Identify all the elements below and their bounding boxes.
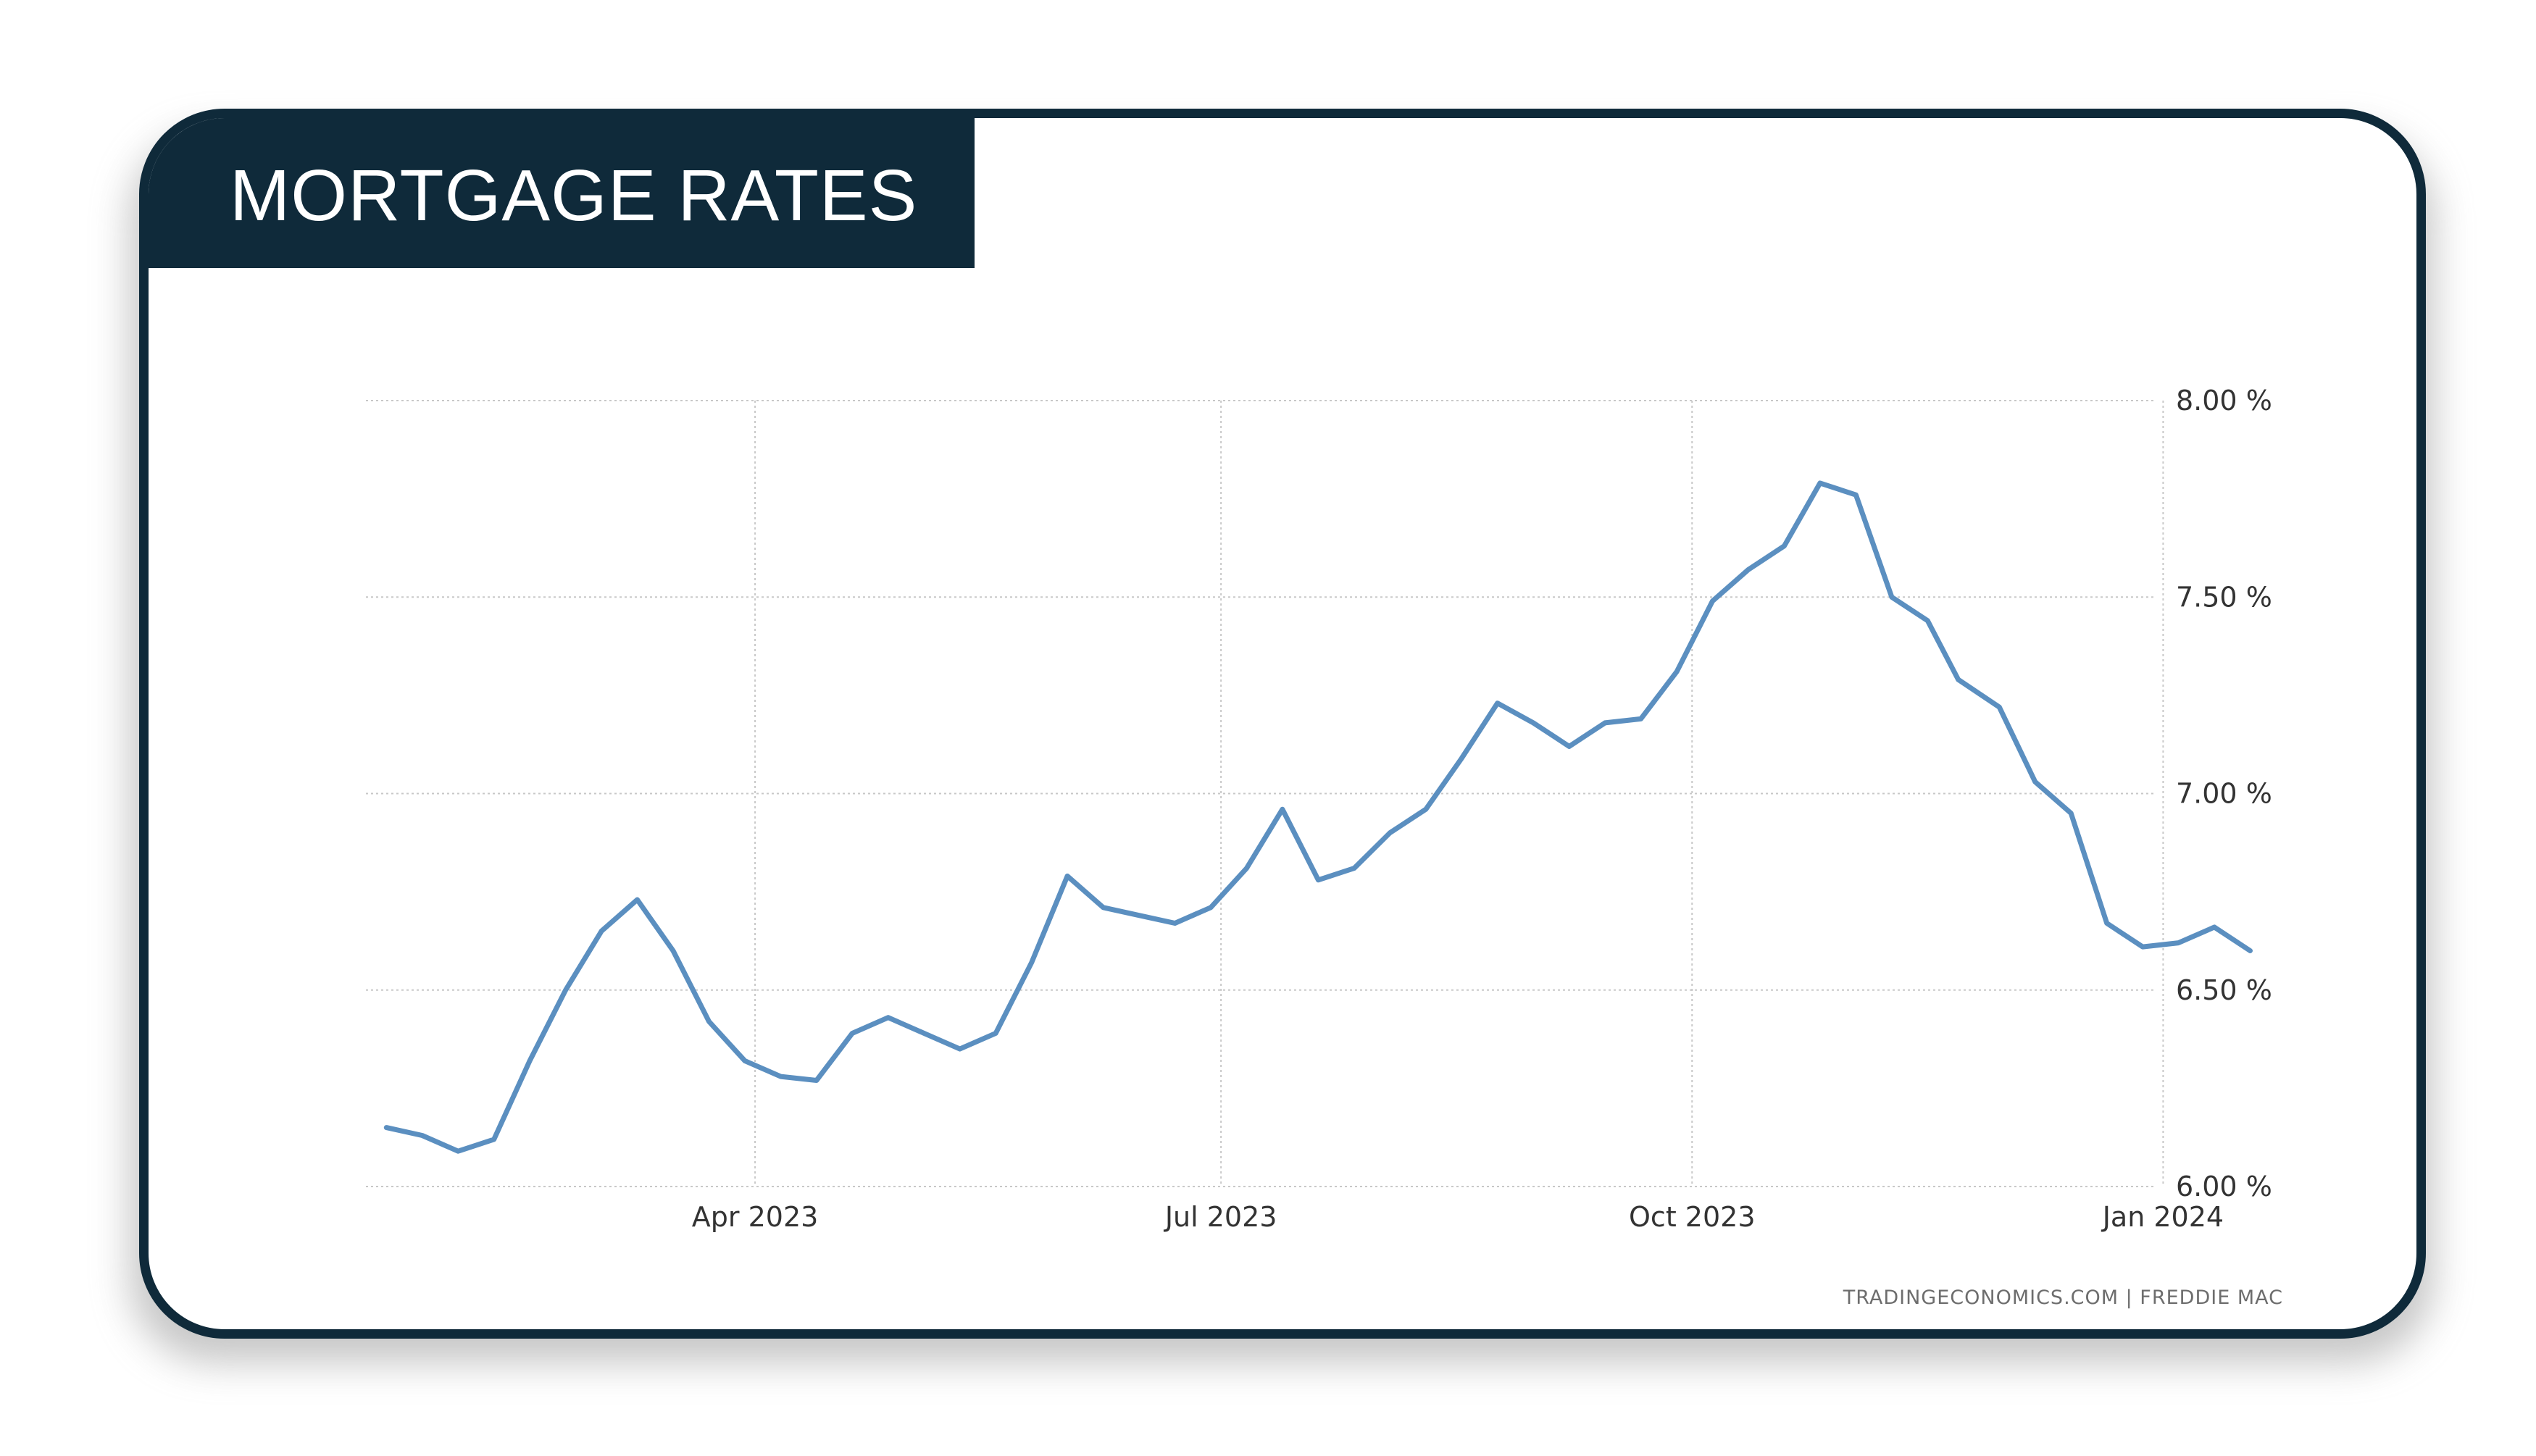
line-chart: 8.00 % 7.50 % 7.00 % 6.50 % 6.00 % Apr 2023 J… <box>366 385 2283 1309</box>
data-point <box>743 1059 746 1063</box>
chart-card: MORTGAGE RATES 8.00 % 7.50 % 7.00 % 6.50 % 6… <box>139 109 2426 1339</box>
data-point <box>1818 481 1822 485</box>
data-point <box>1496 701 1499 705</box>
source-attribution: TRADINGECONOMICS.COM | FREDDIE MAC <box>1843 1286 2283 1309</box>
data-point <box>635 898 639 901</box>
data-point <box>1711 599 1714 603</box>
x-tick-label: Oct 2023 <box>1629 1201 1756 1233</box>
data-point <box>1675 670 1679 674</box>
data-point <box>672 949 675 953</box>
data-point <box>1532 721 1535 724</box>
data-point <box>1926 619 1930 622</box>
data-point <box>1998 706 2001 709</box>
data-point <box>492 1137 496 1141</box>
data-point <box>456 1150 460 1153</box>
data-point <box>2141 945 2145 949</box>
data-point <box>1209 905 1212 909</box>
data-point <box>2177 941 2180 945</box>
data-point <box>564 988 567 992</box>
data-point <box>1639 717 1643 721</box>
data-point <box>994 1032 998 1035</box>
x-tick-label: Jan 2024 <box>2101 1201 2224 1233</box>
grid-layer <box>366 400 2164 1187</box>
data-point <box>1030 961 1033 964</box>
data-point <box>2248 949 2252 953</box>
data-point <box>1388 831 1392 834</box>
y-axis: 8.00 % 7.50 % 7.00 % 6.50 % 6.00 % <box>2176 385 2272 1202</box>
data-point <box>2105 921 2109 925</box>
data-point <box>1747 568 1750 572</box>
data-point <box>1854 493 1858 497</box>
data-point <box>1603 721 1607 724</box>
y-tick-label: 7.50 % <box>2176 581 2272 613</box>
data-point <box>1782 544 1786 548</box>
data-point <box>1138 913 1141 917</box>
data-point <box>1245 866 1248 870</box>
data-point <box>1066 874 1069 878</box>
data-point <box>886 1016 890 1019</box>
data-point <box>1280 808 1284 811</box>
data-point <box>528 1059 532 1063</box>
data-point <box>707 1020 711 1024</box>
data-point <box>2213 925 2216 929</box>
data-point <box>2069 811 2073 815</box>
y-tick-label: 6.00 % <box>2176 1171 2272 1202</box>
x-tick-label: Apr 2023 <box>692 1201 819 1233</box>
data-point <box>1352 866 1356 870</box>
data-point <box>1173 921 1177 925</box>
x-axis: Apr 2023 Jul 2023 Oct 2023 Jan 2024 <box>692 1201 2224 1233</box>
y-tick-label: 8.00 % <box>2176 385 2272 417</box>
data-point <box>958 1047 962 1051</box>
data-point <box>1317 878 1320 882</box>
data-point <box>814 1079 818 1082</box>
data-point <box>851 1032 854 1035</box>
series-layer <box>383 480 2253 1154</box>
page-title: MORTGAGE RATES <box>230 155 918 236</box>
data-point <box>1424 808 1427 811</box>
data-point <box>1956 678 1960 682</box>
x-tick-label: Jul 2023 <box>1164 1201 1277 1233</box>
data-point <box>779 1075 783 1079</box>
data-point <box>2033 780 2037 784</box>
data-point <box>420 1134 424 1137</box>
data-point <box>922 1032 926 1035</box>
data-point <box>1567 745 1571 748</box>
title-banner: MORTGAGE RATES <box>149 118 975 268</box>
y-tick-label: 7.00 % <box>2176 778 2272 810</box>
data-point <box>1890 595 1893 599</box>
data-point <box>385 1126 388 1129</box>
data-point <box>1101 905 1105 909</box>
series-line <box>383 480 2253 1154</box>
y-tick-label: 6.50 % <box>2176 974 2272 1006</box>
data-point <box>600 929 604 933</box>
data-point <box>1460 756 1464 760</box>
